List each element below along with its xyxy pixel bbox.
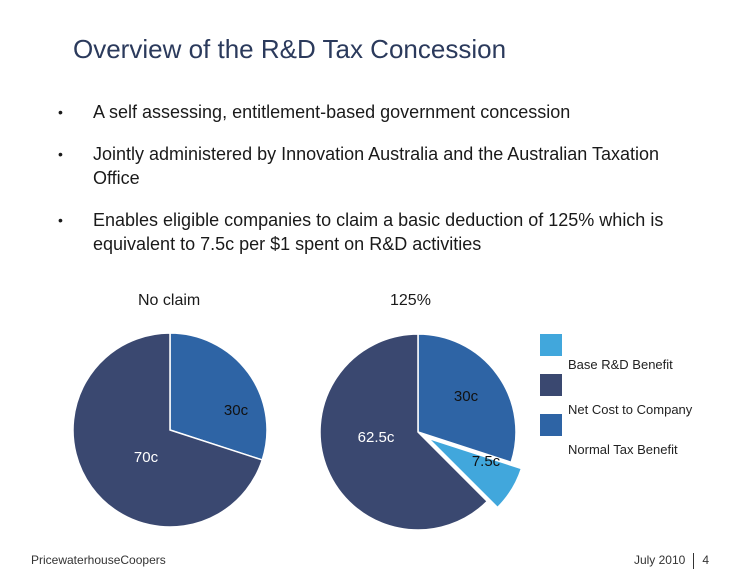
pie-1-slice-normal-tax-benefit bbox=[169, 332, 268, 461]
bullet-item: • A self assessing, entitlement-based go… bbox=[58, 100, 678, 124]
bullet-dot: • bbox=[58, 212, 63, 228]
footer-page: 4 bbox=[702, 553, 709, 568]
slide-title: Overview of the R&D Tax Concession bbox=[73, 34, 507, 64]
pie-1-label-normal-tax-benefit: 30c bbox=[224, 402, 249, 419]
legend-swatch-normal-tax-benefit bbox=[540, 414, 562, 436]
bullet-item: • Jointly administered by Innovation Aus… bbox=[58, 142, 678, 190]
legend-swatch-net-cost bbox=[540, 374, 562, 396]
pie-2-slice-net-cost-to-company bbox=[319, 333, 489, 531]
pie-2-slice-normal-tax-benefit bbox=[417, 333, 517, 464]
bullet-text: A self assessing, entitlement-based gove… bbox=[93, 102, 571, 122]
pie-2-label-net-cost-to-company: 62.5c bbox=[358, 429, 395, 446]
footer-divider bbox=[693, 553, 695, 569]
pie-title-no-claim: No claim bbox=[138, 292, 201, 309]
pie-1-label-net-cost-to-company: 70c bbox=[134, 449, 159, 466]
footer-date: July 2010 bbox=[633, 553, 686, 568]
legend-label-normal-tax-benefit: Normal Tax Benefit bbox=[568, 442, 678, 457]
bullet-dot: • bbox=[58, 104, 63, 120]
bullet-item: • Enables eligible companies to claim a … bbox=[58, 208, 678, 256]
pie-2-label-normal-tax-benefit: 30c bbox=[454, 388, 479, 405]
legend-swatch-base-rd-benefit bbox=[540, 334, 562, 356]
bullet-text: Enables eligible companies to claim a ba… bbox=[93, 210, 664, 254]
legend-label-net-cost: Net Cost to Company bbox=[568, 402, 693, 417]
pie-title-125: 125% bbox=[390, 292, 431, 309]
pie-1-slice-net-cost-to-company bbox=[72, 332, 264, 528]
pie-2-slice-base-rd-benefit bbox=[427, 437, 523, 509]
footer-right: July 2010 4 bbox=[634, 553, 709, 569]
pie-2-label-base-rd-benefit: 7.5c bbox=[472, 453, 501, 470]
bullet-text: Jointly administered by Innovation Austr… bbox=[93, 144, 660, 188]
bullet-dot: • bbox=[58, 146, 63, 162]
legend-label-base-rd-benefit: Base R&D Benefit bbox=[568, 357, 673, 372]
footer-company: PricewaterhouseCoopers bbox=[31, 553, 166, 567]
bullet-list: • A self assessing, entitlement-based go… bbox=[58, 100, 678, 274]
